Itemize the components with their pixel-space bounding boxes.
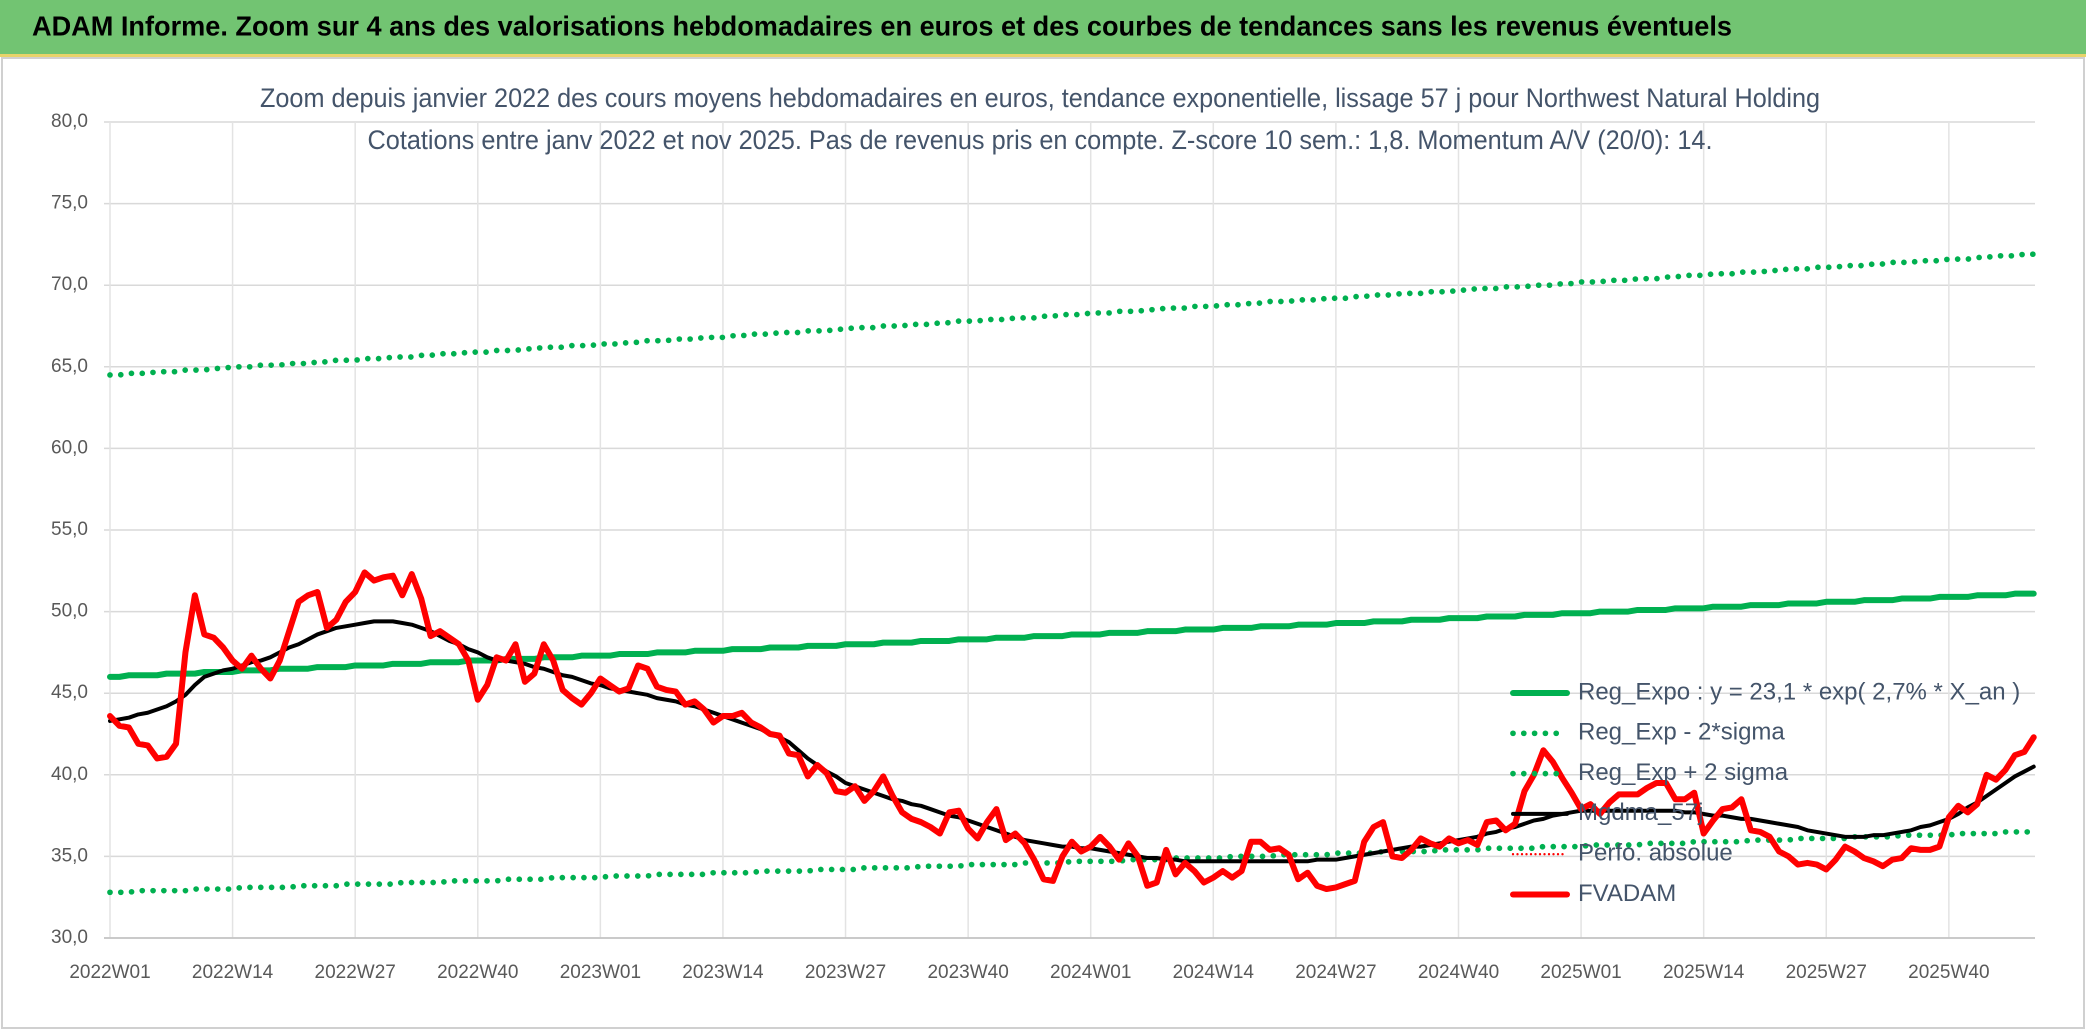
header-title: ADAM Informe. Zoom sur 4 ans des valoris… bbox=[32, 10, 1732, 41]
y-tick-label: 30,0 bbox=[51, 927, 88, 948]
x-tick-label: 2022W14 bbox=[192, 962, 274, 983]
x-tick-label: 2023W14 bbox=[682, 962, 764, 983]
series-line bbox=[107, 829, 2037, 896]
y-tick-label: 55,0 bbox=[51, 519, 88, 540]
chart-frame bbox=[1, 57, 2085, 1029]
y-tick-label: 60,0 bbox=[51, 437, 88, 458]
y-tick-label: 50,0 bbox=[51, 601, 88, 622]
x-tick-label: 2022W40 bbox=[437, 962, 518, 983]
chart-subtitle: Zoom depuis janvier 2022 des cours moyen… bbox=[260, 83, 1820, 113]
y-tick-label: 70,0 bbox=[51, 274, 88, 295]
series-line bbox=[107, 251, 2037, 378]
y-tick-label: 45,0 bbox=[51, 682, 88, 703]
legend-label: FVADAM bbox=[1578, 880, 1676, 907]
x-tick-label: 2023W40 bbox=[927, 962, 1008, 983]
x-tick-label: 2025W40 bbox=[1908, 962, 1989, 983]
legend-label: Reg_Expo : y = 23,1 * exp( 2,7% * X_an ) bbox=[1578, 678, 2020, 705]
x-tick-label: 2025W14 bbox=[1663, 962, 1745, 983]
x-tick-label: 2023W27 bbox=[805, 962, 886, 983]
x-tick-label: 2024W14 bbox=[1173, 962, 1255, 983]
y-tick-label: 35,0 bbox=[51, 845, 88, 866]
x-tick-label: 2022W27 bbox=[315, 962, 396, 983]
x-tick-label: 2025W01 bbox=[1540, 962, 1621, 983]
y-tick-label: 65,0 bbox=[51, 356, 88, 377]
x-tick-label: 2024W27 bbox=[1295, 962, 1376, 983]
legend-label: Mgdma_57j bbox=[1578, 799, 1703, 826]
chart-subtitle: Cotations entre janv 2022 et nov 2025. P… bbox=[368, 125, 1713, 155]
x-tick-label: 2022W01 bbox=[69, 962, 150, 983]
y-tick-label: 40,0 bbox=[51, 764, 88, 785]
legend-label: Reg_Exp + 2 sigma bbox=[1578, 759, 1789, 786]
legend-label: Reg_Exp - 2*sigma bbox=[1578, 719, 1785, 746]
header-rule bbox=[0, 54, 2086, 57]
x-tick-label: 2025W27 bbox=[1786, 962, 1867, 983]
y-tick-label: 80,0 bbox=[51, 111, 88, 132]
legend-label: Perfo. absolue bbox=[1578, 840, 1733, 867]
series-line bbox=[107, 569, 2037, 893]
series-line bbox=[107, 590, 2037, 680]
plot-area: 30,0 35,0 40,0 45,0 50,0 55,0 60,0 65,0 70,0 75,0… bbox=[51, 111, 2037, 983]
y-tick-label: 75,0 bbox=[51, 193, 88, 214]
x-tick-label: 2024W40 bbox=[1418, 962, 1499, 983]
x-tick-label: 2024W01 bbox=[1050, 962, 1131, 983]
x-tick-label: 2023W01 bbox=[560, 962, 641, 983]
header-bar bbox=[0, 0, 2086, 54]
